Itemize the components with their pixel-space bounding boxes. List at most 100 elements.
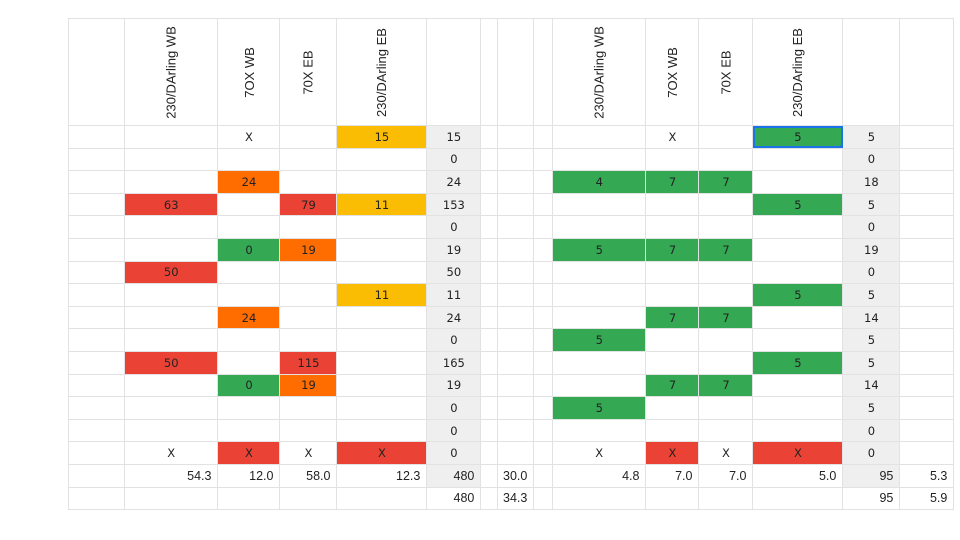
row-label-cell[interactable] bbox=[497, 192, 553, 217]
data-cell[interactable] bbox=[123, 237, 219, 262]
row-sum-cell[interactable]: 24 bbox=[426, 305, 482, 330]
data-cell[interactable]: 15 bbox=[336, 125, 428, 149]
row-label-cell[interactable] bbox=[68, 418, 125, 443]
data-cell[interactable] bbox=[551, 305, 647, 330]
data-cell[interactable] bbox=[551, 215, 647, 239]
total-cell[interactable] bbox=[68, 486, 125, 511]
data-cell[interactable] bbox=[752, 373, 844, 398]
data-cell[interactable] bbox=[698, 192, 754, 217]
average-cell[interactable]: 480 bbox=[426, 463, 482, 488]
data-cell[interactable]: 24 bbox=[217, 305, 281, 330]
total-cell[interactable] bbox=[698, 486, 754, 511]
data-cell[interactable] bbox=[336, 350, 428, 375]
data-cell[interactable]: 5 bbox=[752, 283, 844, 307]
data-cell[interactable] bbox=[217, 328, 281, 352]
average-cell[interactable]: 54.3 bbox=[123, 463, 219, 488]
data-cell[interactable] bbox=[123, 418, 219, 443]
data-cell[interactable]: 7 bbox=[698, 170, 754, 194]
header-cell[interactable]: 230/DArling WB bbox=[551, 18, 647, 126]
row-sum-cell[interactable]: 19 bbox=[426, 373, 482, 398]
data-cell[interactable] bbox=[336, 328, 428, 352]
data-cell[interactable] bbox=[645, 350, 700, 375]
data-cell[interactable]: 11 bbox=[336, 283, 428, 307]
header-cell[interactable] bbox=[842, 18, 901, 126]
row-sum-cell[interactable]: 11 bbox=[426, 283, 482, 307]
empty-cell[interactable] bbox=[899, 396, 955, 420]
row-sum-cell[interactable]: 19 bbox=[842, 237, 901, 262]
data-cell[interactable] bbox=[752, 237, 844, 262]
row-sum-cell[interactable]: 50 bbox=[426, 260, 482, 285]
row-label-cell[interactable] bbox=[68, 283, 125, 307]
total-cell[interactable] bbox=[497, 486, 553, 511]
data-cell[interactable]: 79 bbox=[279, 192, 338, 217]
row-sum-cell[interactable]: 19 bbox=[426, 237, 482, 262]
data-cell[interactable]: 5 bbox=[752, 350, 844, 375]
data-cell[interactable]: 50 bbox=[123, 260, 219, 285]
header-cell[interactable] bbox=[426, 18, 482, 126]
row-sum-cell[interactable]: 5 bbox=[842, 328, 901, 352]
data-cell[interactable] bbox=[645, 260, 700, 285]
row-label-cell[interactable] bbox=[497, 170, 553, 194]
row-sum-cell[interactable]: 0 bbox=[842, 147, 901, 172]
total-cell[interactable] bbox=[551, 486, 647, 511]
data-cell[interactable]: 5 bbox=[551, 328, 647, 352]
total-cell[interactable] bbox=[279, 486, 338, 511]
data-cell[interactable] bbox=[336, 260, 428, 285]
data-cell[interactable] bbox=[752, 170, 844, 194]
row-label-cell[interactable] bbox=[497, 215, 553, 239]
data-cell[interactable] bbox=[698, 418, 754, 443]
data-cell[interactable] bbox=[336, 396, 428, 420]
row-label-cell[interactable] bbox=[497, 328, 553, 352]
data-cell[interactable] bbox=[551, 192, 647, 217]
data-cell[interactable] bbox=[698, 260, 754, 285]
data-cell[interactable] bbox=[217, 215, 281, 239]
data-cell[interactable] bbox=[752, 260, 844, 285]
row-sum-cell[interactable]: 0 bbox=[426, 441, 482, 465]
data-cell[interactable]: X bbox=[752, 441, 844, 465]
data-cell[interactable]: 7 bbox=[645, 305, 700, 330]
data-cell[interactable] bbox=[752, 215, 844, 239]
average-cell[interactable]: 4.8 bbox=[551, 463, 647, 488]
row-label-cell[interactable] bbox=[68, 305, 125, 330]
row-label-cell[interactable] bbox=[497, 396, 553, 420]
data-cell[interactable] bbox=[752, 328, 844, 352]
row-sum-cell[interactable]: 0 bbox=[426, 396, 482, 420]
data-cell[interactable] bbox=[336, 305, 428, 330]
row-sum-cell[interactable]: 14 bbox=[842, 305, 901, 330]
row-label-cell[interactable] bbox=[68, 237, 125, 262]
row-sum-cell[interactable]: 0 bbox=[842, 260, 901, 285]
header-cell[interactable]: 70X EB bbox=[698, 18, 754, 126]
row-sum-cell[interactable]: 24 bbox=[426, 170, 482, 194]
empty-cell[interactable] bbox=[899, 305, 955, 330]
row-sum-cell[interactable]: 0 bbox=[842, 215, 901, 239]
row-sum-cell[interactable]: 5 bbox=[842, 283, 901, 307]
data-cell[interactable] bbox=[698, 328, 754, 352]
data-cell[interactable] bbox=[551, 125, 647, 149]
data-cell[interactable]: X bbox=[217, 125, 281, 149]
data-cell[interactable] bbox=[645, 283, 700, 307]
data-cell[interactable] bbox=[336, 373, 428, 398]
row-label-cell[interactable] bbox=[68, 328, 125, 352]
row-sum-cell[interactable]: 5 bbox=[842, 350, 901, 375]
data-cell[interactable]: X bbox=[217, 441, 281, 465]
data-cell[interactable] bbox=[698, 396, 754, 420]
data-cell[interactable] bbox=[551, 418, 647, 443]
data-cell[interactable] bbox=[645, 396, 700, 420]
data-cell[interactable] bbox=[645, 192, 700, 217]
row-label-cell[interactable] bbox=[497, 125, 553, 149]
data-cell[interactable] bbox=[279, 125, 338, 149]
data-cell[interactable] bbox=[336, 418, 428, 443]
data-cell[interactable] bbox=[217, 396, 281, 420]
data-cell[interactable] bbox=[123, 305, 219, 330]
row-sum-cell[interactable]: 0 bbox=[426, 147, 482, 172]
row-label-cell[interactable] bbox=[68, 192, 125, 217]
average-cell[interactable]: 5.0 bbox=[752, 463, 844, 488]
row-label-cell[interactable] bbox=[497, 305, 553, 330]
data-cell[interactable] bbox=[123, 170, 219, 194]
data-cell[interactable]: 24 bbox=[217, 170, 281, 194]
header-cell[interactable]: 230/DArling WB bbox=[123, 18, 219, 126]
data-cell[interactable] bbox=[551, 147, 647, 172]
row-label-cell[interactable] bbox=[497, 350, 553, 375]
data-cell[interactable] bbox=[336, 237, 428, 262]
data-cell[interactable]: 7 bbox=[698, 305, 754, 330]
